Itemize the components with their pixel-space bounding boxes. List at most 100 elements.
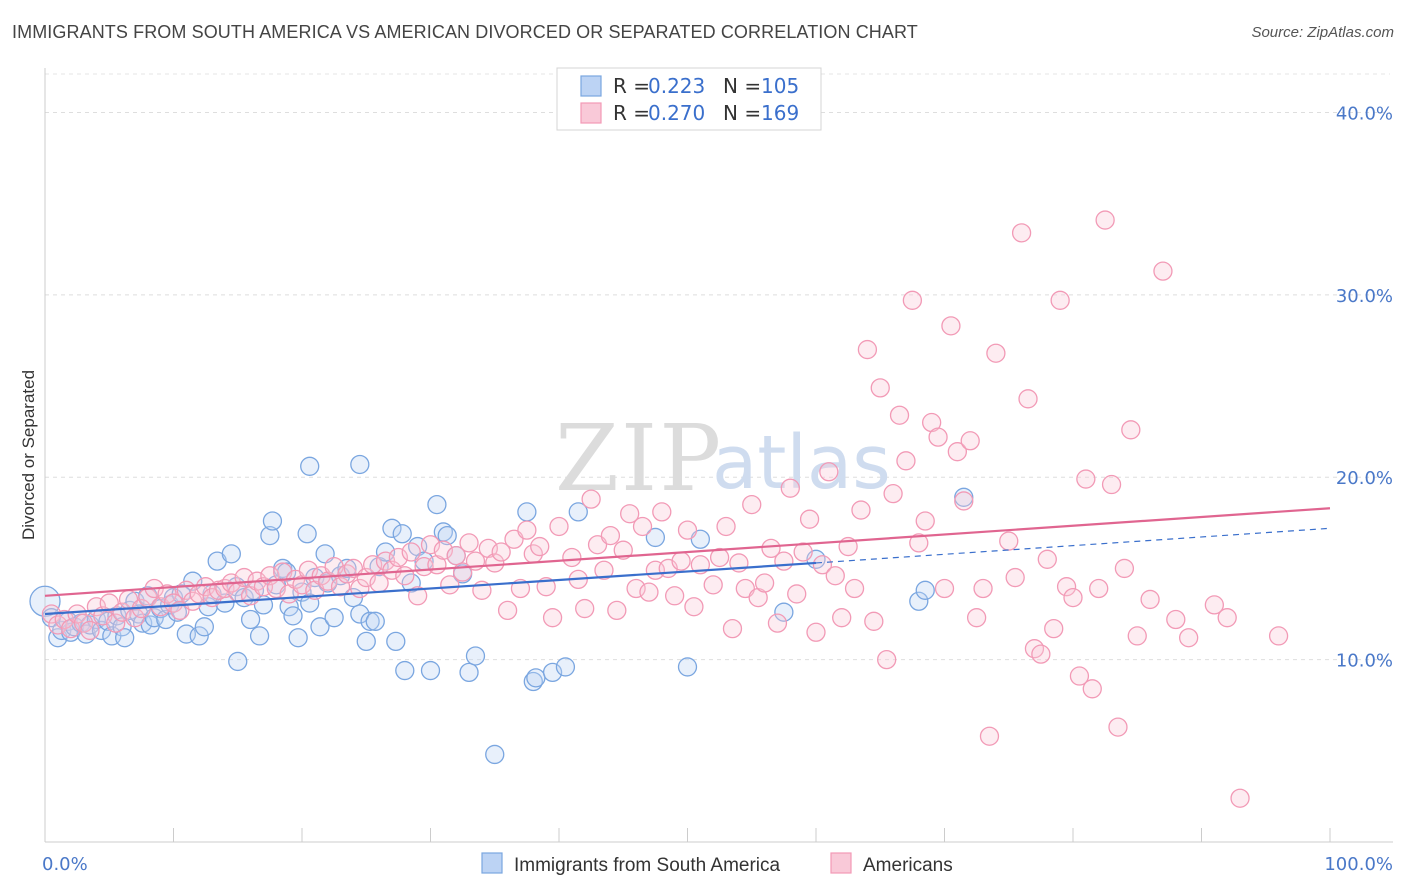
x-tick-labels: 0.0% 100.0% — [42, 854, 1393, 875]
south-america-point-58 — [310, 617, 330, 637]
americans-point-56 — [401, 542, 421, 562]
legend-r-label-2: R = — [613, 101, 656, 125]
americans-point-152 — [1037, 549, 1057, 569]
bottom-legend-swatch-pink — [830, 852, 852, 874]
americans-point-132 — [902, 290, 923, 310]
south-america-point-101 — [915, 580, 935, 600]
americans-point-127 — [870, 378, 890, 398]
americans-point-113 — [780, 478, 800, 498]
south-america-point-86 — [485, 744, 505, 765]
americans-point-125 — [857, 339, 878, 360]
south-america-point-68 — [365, 611, 385, 631]
americans-point-167 — [1140, 589, 1160, 610]
americans-point-22 — [183, 591, 203, 611]
legend-swatch-pink — [580, 102, 602, 124]
y-tick-label-0: 10.0% — [1336, 651, 1393, 672]
south-america-point-66 — [356, 631, 376, 652]
south-america-point-72 — [386, 631, 406, 652]
americans-point-6 — [80, 620, 100, 641]
south-america-point-53 — [288, 628, 308, 648]
americans-point-141 — [960, 431, 980, 451]
south-america-point-96 — [677, 657, 698, 677]
bottom-legend-label-pink: Americans — [863, 855, 953, 876]
south-america-point-100 — [909, 591, 929, 611]
americans-point-69 — [485, 553, 505, 573]
americans-point-79 — [549, 516, 569, 537]
americans-point-10 — [106, 613, 126, 633]
legend: R = 0.223 N = 105 R = 0.270 N = 169 — [556, 67, 822, 131]
americans-point-131 — [896, 451, 916, 471]
watermark-atlas: atlas — [712, 420, 891, 506]
trend-line-americans — [44, 507, 1331, 597]
americans-point-115 — [793, 542, 813, 562]
americans-point-134 — [915, 511, 935, 531]
americans-point-121 — [832, 608, 852, 628]
americans-point-138 — [941, 316, 961, 336]
americans-point-116 — [799, 509, 820, 529]
south-america-point-65 — [350, 604, 370, 624]
bottom-legend-label-blue: Immigrants from South America — [514, 855, 781, 876]
americans-point-85 — [594, 560, 614, 580]
americans-point-92 — [639, 582, 659, 602]
legend-n-label-1: N = — [723, 74, 767, 98]
south-america-point-73 — [392, 524, 412, 544]
south-america-point-79 — [427, 494, 447, 515]
americans-point-114 — [787, 584, 807, 604]
south-america-point-92 — [568, 502, 588, 522]
south-america-point-87 — [517, 502, 537, 522]
south-america-point-25 — [156, 609, 176, 630]
americans-point-118 — [812, 555, 833, 575]
americans-point-170 — [1179, 628, 1199, 648]
americans-point-133 — [909, 533, 929, 553]
americans-point-142 — [966, 608, 987, 628]
y-tick-label-2: 30.0% — [1336, 286, 1393, 307]
legend-r-value-2: 0.270 — [648, 101, 705, 125]
americans-point-137 — [934, 578, 955, 599]
watermark: ZIP atlas — [555, 405, 891, 512]
americans-point-96 — [665, 586, 685, 606]
americans-point-71 — [497, 600, 518, 621]
x-tick-label-0: 0.0% — [42, 854, 88, 875]
legend-swatch-blue — [580, 75, 602, 97]
y-tick-labels: 10.0% 20.0% 30.0% 40.0% — [1336, 103, 1393, 671]
americans-point-103 — [716, 516, 736, 537]
americans-point-161 — [1095, 210, 1115, 230]
south-america-point-78 — [420, 660, 441, 681]
americans-point-99 — [684, 597, 704, 617]
south-america-point-55 — [297, 524, 317, 544]
americans-point-97 — [671, 551, 691, 571]
americans-point-168 — [1153, 261, 1173, 281]
americans-point-157 — [1069, 666, 1090, 686]
americans-point-140 — [954, 491, 974, 511]
americans-point-166 — [1127, 626, 1147, 646]
americans-point-117 — [806, 622, 826, 642]
legend-n-value-2: 169 — [761, 101, 799, 125]
trend-line-south-america — [44, 561, 817, 616]
americans-point-55 — [395, 566, 415, 586]
americans-point-101 — [703, 575, 723, 595]
americans-point-89 — [620, 504, 640, 524]
americans-point-74 — [517, 520, 537, 540]
americans-point-129 — [883, 484, 903, 504]
south-america-point-98 — [774, 602, 794, 622]
americans-point-164 — [1114, 558, 1135, 579]
americans-point-102 — [709, 547, 730, 568]
americans-point-128 — [877, 649, 897, 670]
source-label: Source: ZipAtlas.com — [1251, 24, 1394, 41]
south-america-point-47 — [262, 511, 283, 531]
americans-point-174 — [1268, 626, 1289, 646]
americans-point-136 — [928, 427, 948, 447]
south-america-point-40 — [228, 651, 248, 672]
americans-point-155 — [1056, 577, 1077, 597]
americans-point-91 — [632, 516, 653, 537]
watermark-zip: ZIP — [555, 405, 723, 512]
americans-point-158 — [1076, 469, 1096, 489]
americans-point-110 — [761, 538, 781, 559]
americans-point-147 — [1005, 567, 1025, 588]
legend-n-label-2: N = — [723, 101, 767, 125]
americans-point-149 — [1018, 389, 1038, 409]
americans-point-143 — [973, 578, 993, 599]
americans-point-173 — [1230, 788, 1250, 808]
south-america-point-52 — [283, 606, 303, 626]
